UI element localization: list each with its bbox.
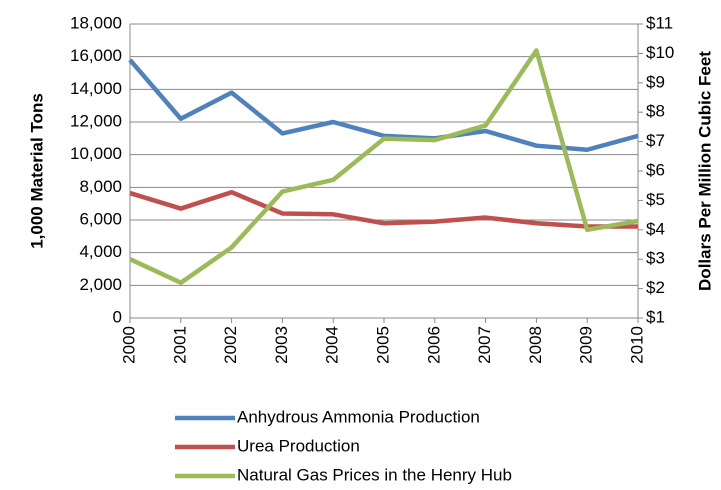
- y2-tick-label: $1: [646, 307, 665, 326]
- y-axis-title: 1,000 Material Tons: [27, 93, 46, 249]
- y2-tick-label: $5: [646, 190, 665, 209]
- y2-tick-label: $3: [646, 249, 665, 268]
- y2-tick-label: $6: [646, 160, 665, 179]
- series-line: [129, 48, 639, 285]
- y2-tick-label: $11: [646, 13, 673, 32]
- y-tick-label: 0: [113, 307, 122, 326]
- y-tick-label: 18,000: [70, 13, 122, 32]
- series-line: [129, 189, 638, 229]
- x-tick-label: 2010: [627, 326, 646, 364]
- y2-tick-label: $8: [646, 102, 665, 121]
- series-line: [128, 58, 639, 153]
- y-tick-label: 16,000: [70, 46, 122, 65]
- y2-tick-label: $4: [646, 219, 665, 238]
- legend-label: Urea Production: [237, 436, 360, 455]
- x-tick-label: 2003: [272, 326, 291, 364]
- x-tick-label: 2008: [526, 326, 545, 364]
- y-tick-label: 10,000: [70, 144, 122, 163]
- x-tick-label: 2009: [577, 326, 596, 364]
- y-tick-label: 12,000: [70, 111, 122, 130]
- legend-label: Anhydrous Ammonia Production: [237, 407, 480, 426]
- x-tick-label: 2006: [424, 326, 443, 364]
- x-tick-label: 2004: [323, 326, 342, 364]
- y2-tick-label: $10: [646, 43, 674, 62]
- x-tick-label: 2001: [170, 326, 189, 364]
- x-tick-label: 2000: [119, 326, 138, 364]
- y-tick-label: 4,000: [79, 242, 122, 261]
- y2-axis-title: Dollars Per Million Cubic Feet: [695, 51, 714, 291]
- y-tick-label: 8,000: [79, 177, 122, 196]
- x-tick-label: 2002: [221, 326, 240, 364]
- y2-tick-label: $9: [646, 72, 665, 91]
- y2-tick-label: $2: [646, 278, 665, 297]
- x-tick-label: 2007: [475, 326, 494, 364]
- y-tick-label: 14,000: [70, 79, 122, 98]
- y-tick-label: 6,000: [79, 209, 122, 228]
- y2-tick-label: $7: [646, 131, 665, 150]
- x-tick-label: 2005: [373, 326, 392, 364]
- legend-label: Natural Gas Prices in the Henry Hub: [237, 465, 512, 484]
- y-tick-label: 2,000: [79, 275, 122, 294]
